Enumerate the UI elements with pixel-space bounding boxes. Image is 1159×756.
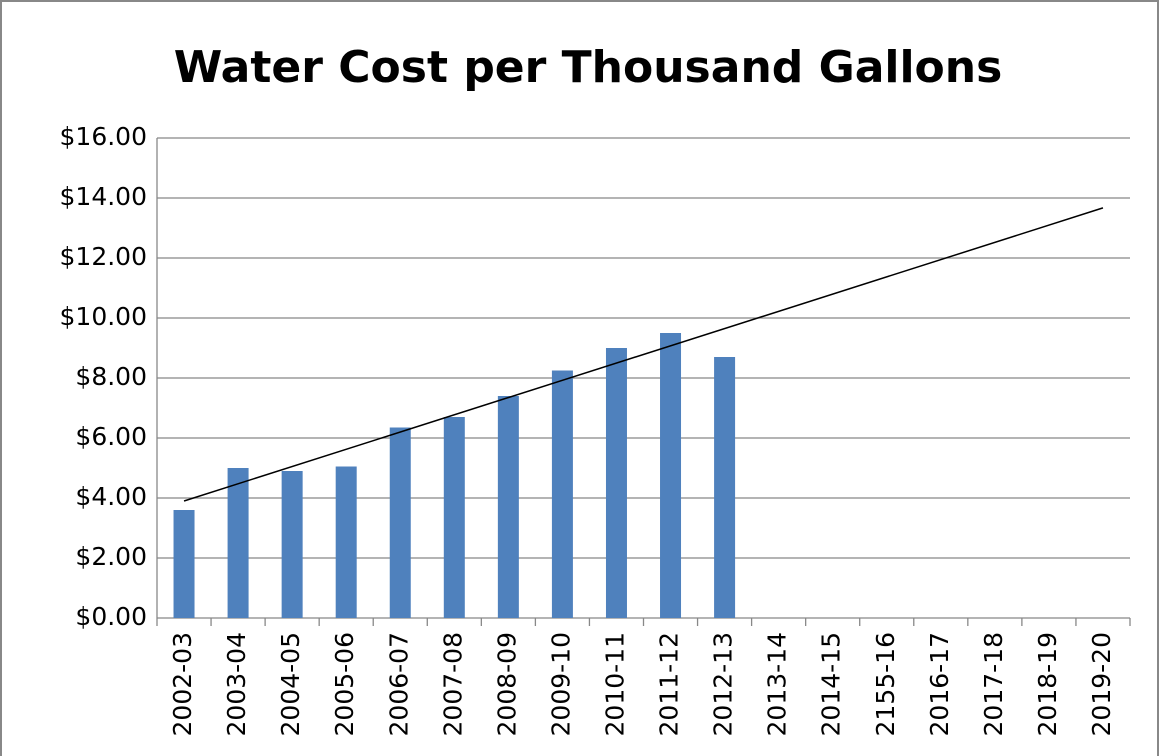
y-tick-label: $16.00: [60, 122, 147, 151]
trendline: [183, 207, 1104, 502]
x-tick-label: 2009-10: [546, 632, 575, 736]
bar: [227, 468, 249, 618]
x-tick-label: 2002-03: [168, 632, 197, 736]
bar: [714, 357, 736, 618]
y-tick-label: $4.00: [75, 482, 147, 511]
x-tick-label: 2018-19: [1033, 632, 1062, 736]
x-tick-label: 2005-06: [330, 632, 359, 736]
bar: [443, 417, 465, 618]
x-tick-label: 2006-07: [384, 632, 413, 736]
y-tick-label: $14.00: [60, 182, 147, 211]
bar: [551, 370, 573, 618]
y-tick-label: $12.00: [60, 242, 147, 271]
bar: [605, 348, 627, 618]
bar: [389, 427, 411, 618]
y-tick-label: $0.00: [75, 602, 147, 631]
bar: [335, 466, 357, 618]
y-tick-label: $2.00: [75, 542, 147, 571]
x-tick-label: 2017-18: [979, 632, 1008, 736]
x-tick-label: 2014-15: [817, 632, 846, 736]
y-tick-label: $8.00: [75, 362, 147, 391]
x-tick-label: 2016-17: [925, 632, 954, 736]
y-tick-label: $10.00: [60, 302, 147, 331]
bar: [497, 396, 519, 618]
bar: [173, 510, 195, 618]
x-tick-label: 2013-14: [763, 632, 792, 736]
x-tick-label: 2010-11: [600, 632, 629, 736]
x-tick-label: 2003-04: [222, 632, 251, 736]
x-tick-label: 2019-20: [1087, 632, 1116, 736]
y-tick-label: $6.00: [75, 422, 147, 451]
x-tick-label: 2008-09: [492, 632, 521, 736]
x-tick-label: 2155-16: [871, 632, 900, 736]
bar: [660, 333, 682, 618]
x-tick-label: 2011-12: [655, 632, 684, 736]
chart-title: Water Cost per Thousand Gallons: [174, 42, 1003, 93]
x-tick-label: 2012-13: [709, 632, 738, 736]
x-tick-label: 2007-08: [438, 632, 467, 736]
x-tick-label: 2004-05: [276, 632, 305, 736]
bar: [281, 471, 303, 618]
